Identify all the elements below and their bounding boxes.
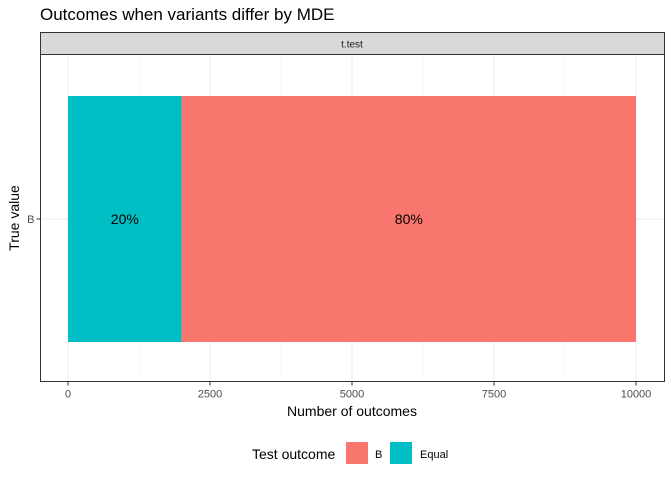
legend-label-b: B [375, 449, 382, 461]
x-tick-label: 5000 [340, 389, 364, 401]
y-axis: B [27, 214, 41, 226]
bar-label-equal: 20% [111, 211, 139, 227]
bar-b [181, 96, 636, 342]
facet-label: t.test [341, 40, 363, 51]
bar-labels: 20% 80% [111, 211, 423, 227]
legend-label-equal: Equal [420, 449, 448, 461]
x-tick-label: 7500 [482, 389, 506, 401]
y-tick-label: B [27, 214, 34, 226]
y-axis-title: True value [6, 185, 22, 251]
legend-key-equal [390, 442, 412, 464]
bar-label-b: 80% [395, 211, 423, 227]
chart-title: Outcomes when variants differ by MDE [40, 5, 334, 24]
bars [68, 96, 636, 342]
x-tick-label: 0 [65, 389, 71, 401]
legend-key-b [346, 442, 368, 464]
x-axis: 0 2500 5000 7500 10000 [65, 381, 652, 401]
x-tick-label: 2500 [198, 389, 222, 401]
legend-title: Test outcome [252, 446, 335, 462]
bar-equal [68, 96, 182, 342]
x-tick-label: 10000 [621, 389, 652, 401]
x-axis-title: Number of outcomes [287, 403, 417, 419]
legend: Test outcome B Equal [252, 442, 448, 464]
